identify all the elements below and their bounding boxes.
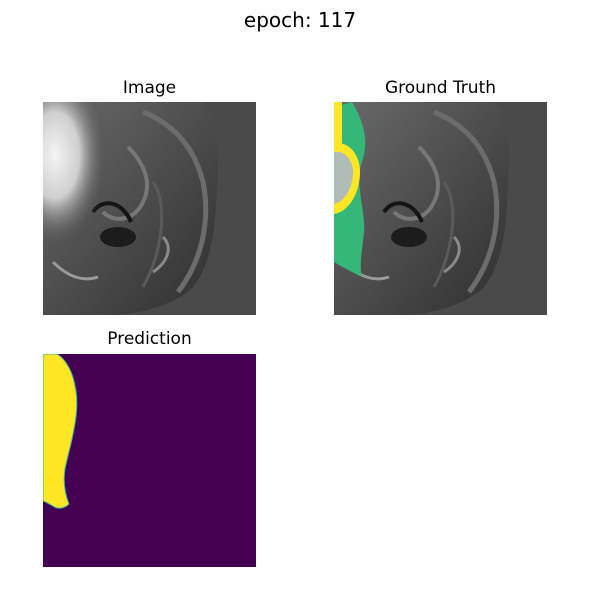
ground-truth-overlay-image — [334, 102, 547, 315]
figure-title: epoch: 117 — [243, 8, 357, 32]
prediction-panel-title: Prediction — [107, 329, 192, 349]
ground-truth-panel-title: Ground Truth — [384, 78, 497, 98]
image-panel-title: Image — [122, 78, 177, 98]
predicted-tumor-region — [43, 354, 78, 509]
prediction-mask-image — [43, 354, 256, 567]
enhancing-region — [334, 151, 354, 204]
mri-image — [43, 102, 256, 315]
